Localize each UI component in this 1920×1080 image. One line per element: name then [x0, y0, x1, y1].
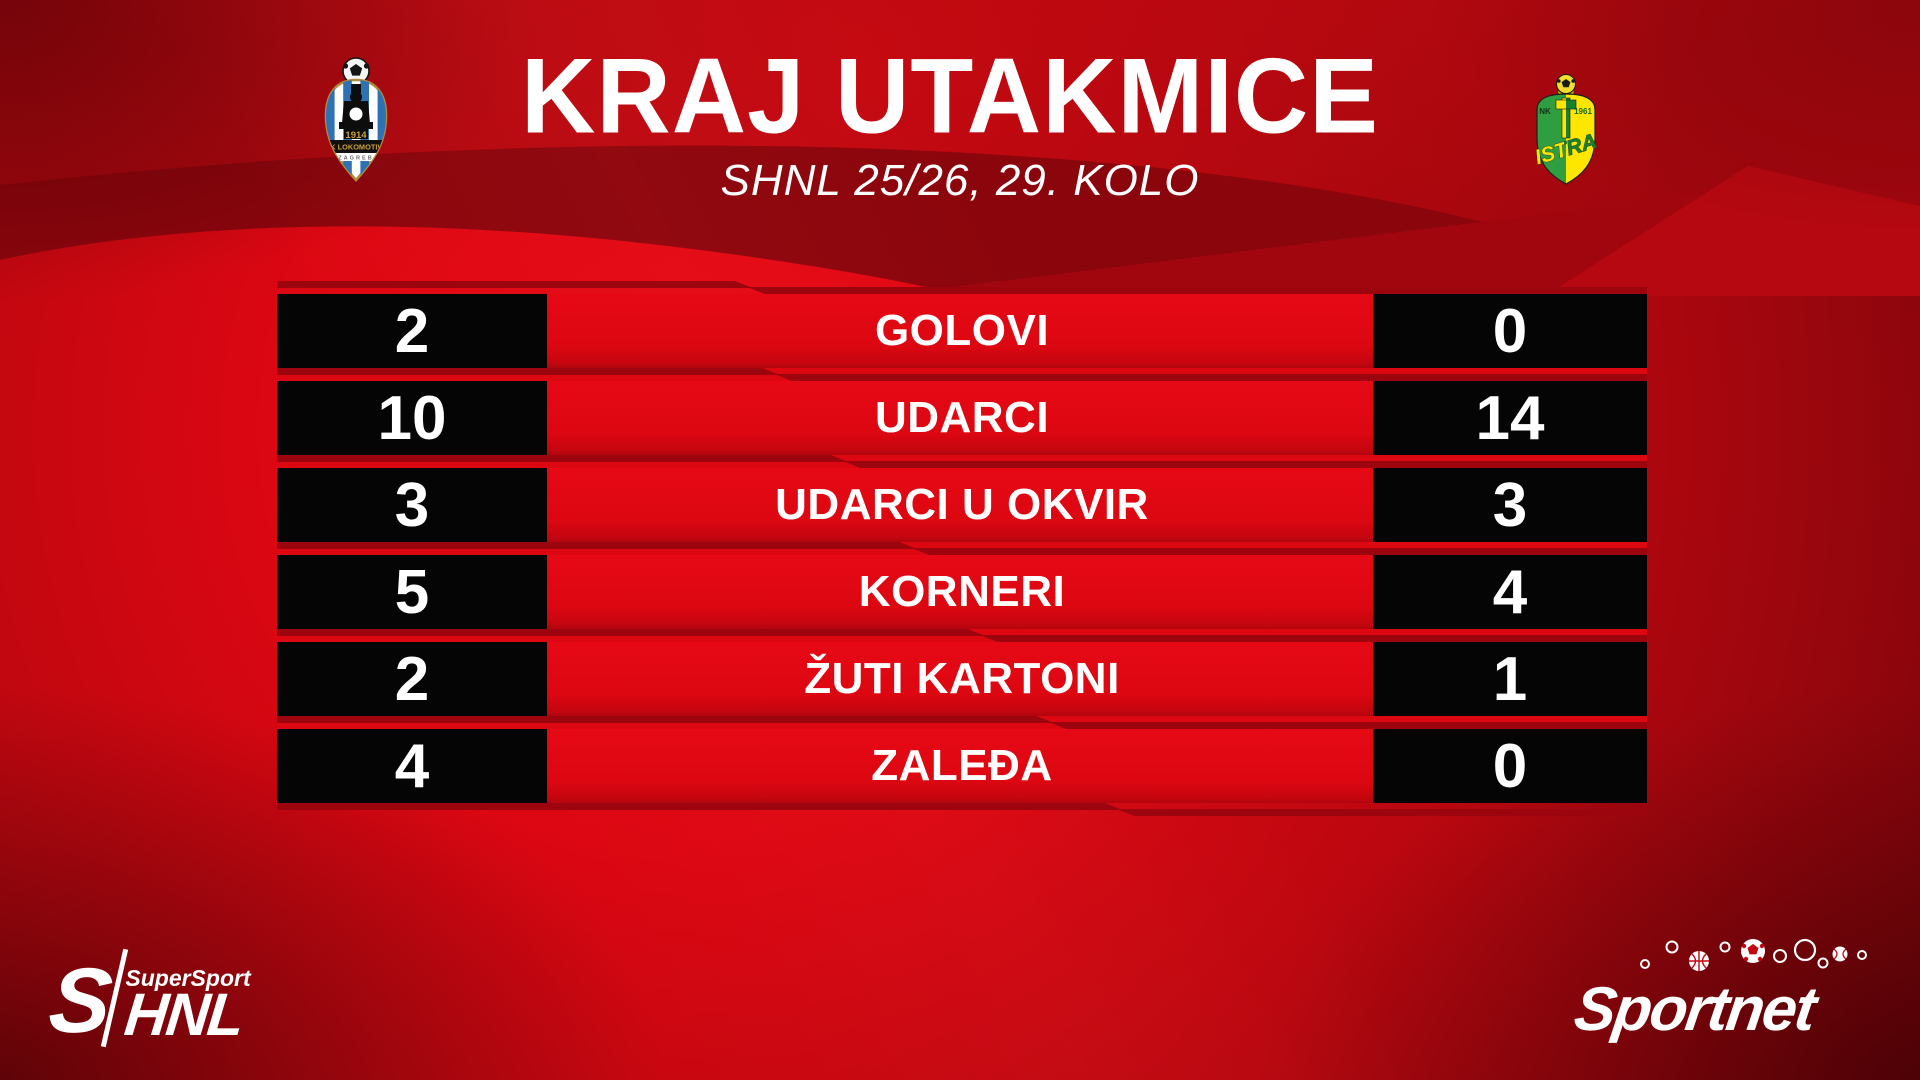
football-icon — [1741, 939, 1765, 963]
stats-row: GOLOVI 2 0 — [277, 294, 1647, 368]
row-separator-streak — [277, 803, 1647, 816]
tennis-ball-icon — [1832, 946, 1848, 962]
stats-row: ZALEĐA 4 0 — [277, 729, 1647, 803]
stats-row: ŽUTI KARTONI 2 1 — [277, 642, 1647, 716]
supersport-shnl-logo: S SuperSport HNL — [45, 946, 251, 1052]
away-value-box: 0 — [1373, 294, 1647, 368]
row-separator-streak — [277, 455, 1647, 468]
row-separator-streak — [277, 629, 1647, 642]
away-value-box: 1 — [1373, 642, 1647, 716]
home-value-box: 2 — [277, 642, 547, 716]
away-value-box: 3 — [1373, 468, 1647, 542]
home-value-box: 2 — [277, 294, 547, 368]
basketball-icon — [1689, 951, 1709, 971]
home-value-box: 5 — [277, 555, 547, 629]
away-value-box: 4 — [1373, 555, 1647, 629]
away-value-box: 14 — [1373, 381, 1647, 455]
row-separator-streak — [277, 542, 1647, 555]
stats-table: GOLOVI 2 0 UDARCI 10 14 UDARCI U OKVIR 3… — [277, 0, 1647, 1080]
row-separator-streak — [277, 716, 1647, 729]
row-separator-streak — [277, 368, 1647, 381]
sportnet-bubbles-icon — [1640, 938, 1867, 971]
shnl-s-letter: S — [44, 950, 112, 1052]
sportnet-logo: Sportnet — [1570, 934, 1885, 1044]
home-value-box: 3 — [277, 468, 547, 542]
away-value-box: 0 — [1373, 729, 1647, 803]
shnl-wordmark: HNL — [121, 981, 247, 1048]
stats-row: UDARCI 10 14 — [277, 381, 1647, 455]
home-value-box: 4 — [277, 729, 547, 803]
row-separator-streak — [277, 281, 1647, 294]
home-value-box: 10 — [277, 381, 547, 455]
stats-row: UDARCI U OKVIR 3 3 — [277, 468, 1647, 542]
sportnet-wordmark: Sportnet — [1570, 975, 1819, 1044]
stats-row: KORNERI 5 4 — [277, 555, 1647, 629]
